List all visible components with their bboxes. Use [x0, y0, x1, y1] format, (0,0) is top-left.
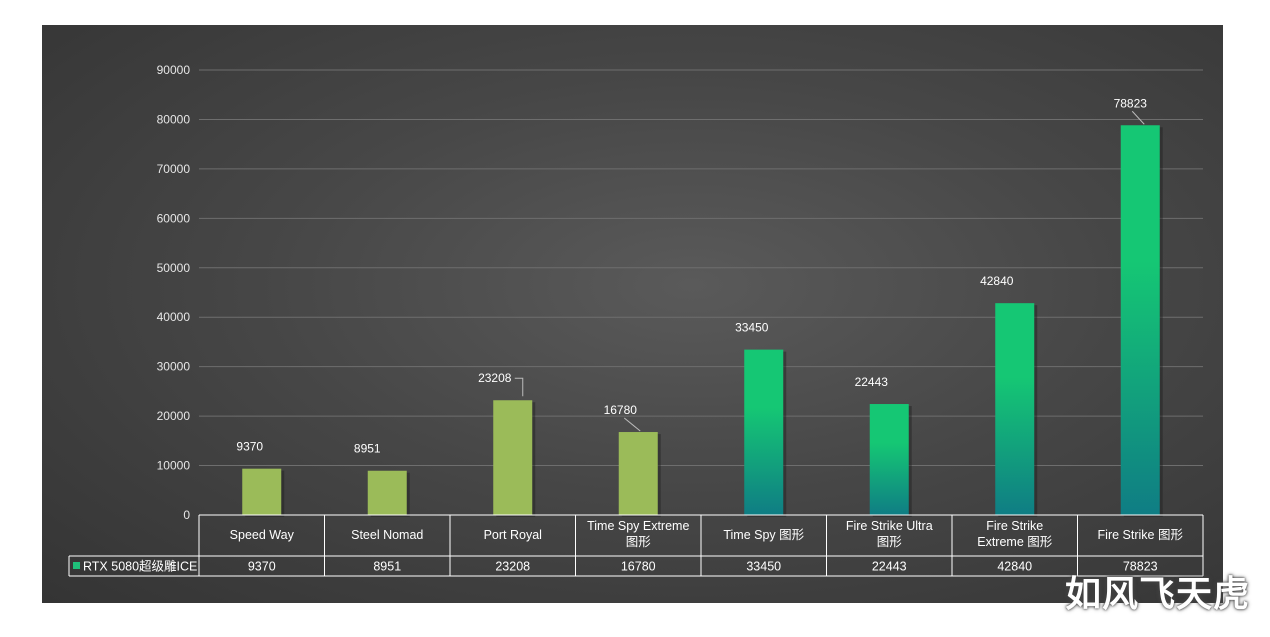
- bar: [242, 468, 282, 515]
- table-value: 33450: [746, 560, 781, 574]
- category-label: Time Spy 图形: [723, 528, 804, 542]
- data-label: 23208: [478, 371, 512, 385]
- y-tick-label: 80000: [157, 112, 191, 126]
- y-tick-label: 20000: [157, 409, 191, 423]
- y-tick-label: 30000: [157, 360, 191, 374]
- y-tick-label: 0: [183, 508, 190, 522]
- table-value: 23208: [495, 560, 530, 574]
- y-tick-label: 40000: [157, 310, 191, 324]
- data-label: 9370: [236, 440, 263, 454]
- table-value: 9370: [248, 560, 276, 574]
- category-label: Fire Strike Ultra 图形: [846, 519, 933, 549]
- leader-line: [623, 417, 641, 432]
- leader-line: [514, 377, 524, 397]
- data-label: 22443: [855, 375, 889, 389]
- watermark-text: 如风飞天虎: [1064, 574, 1250, 615]
- bar: [744, 349, 784, 515]
- category-label: Speed Way: [230, 528, 295, 542]
- bar: [995, 303, 1035, 515]
- label-leaders: [514, 110, 1145, 432]
- y-axis-ticks: 0 10000 20000 30000 40000 50000 60000 70000 8000…: [157, 63, 191, 522]
- bar: [367, 470, 407, 515]
- table-value: 16780: [621, 560, 656, 574]
- y-tick-label: 60000: [157, 211, 191, 225]
- category-label: Port Royal: [484, 528, 542, 542]
- category-label: Time Spy Extreme 图形: [587, 519, 689, 549]
- y-tick-label: 90000: [157, 63, 191, 77]
- y-tick-label: 70000: [157, 162, 191, 176]
- data-label: 33450: [735, 321, 769, 335]
- data-label: 42840: [980, 274, 1014, 288]
- bar-chart: 0 10000 20000 30000 40000 50000 60000 70000 8000…: [68, 63, 1204, 577]
- category-label: Steel Nomad: [351, 528, 423, 542]
- bar: [493, 400, 533, 515]
- table-value: 22443: [872, 560, 907, 574]
- data-table: Speed Way Steel Nomad Port Royal Time Spy E…: [68, 514, 1204, 577]
- data-label: 8951: [354, 442, 381, 456]
- legend-key: [73, 562, 80, 569]
- y-tick-label: 50000: [157, 261, 191, 275]
- table-value: 42840: [997, 560, 1032, 574]
- leader-line: [1131, 110, 1145, 125]
- table-value: 78823: [1123, 560, 1158, 574]
- series-name: RTX 5080超级雕ICE: [83, 559, 197, 574]
- bars: [242, 125, 1163, 518]
- data-label: 16780: [604, 403, 638, 417]
- table-value: 8951: [373, 560, 401, 574]
- category-label: Fire Strike 图形: [1098, 528, 1184, 542]
- y-tick-label: 10000: [157, 459, 191, 473]
- bar: [618, 432, 658, 515]
- bar: [869, 404, 909, 515]
- category-label: Fire Strike Extreme 图形: [977, 519, 1053, 549]
- data-labels: 9370 8951 23208 16780 33450 22443 42840 78823: [236, 96, 1147, 455]
- data-label: 78823: [1114, 96, 1148, 110]
- bar: [1120, 125, 1160, 516]
- chart-area: 0 10000 20000 30000 40000 50000 60000 70000 8000…: [42, 25, 1223, 603]
- gridlines: [199, 69, 1203, 467]
